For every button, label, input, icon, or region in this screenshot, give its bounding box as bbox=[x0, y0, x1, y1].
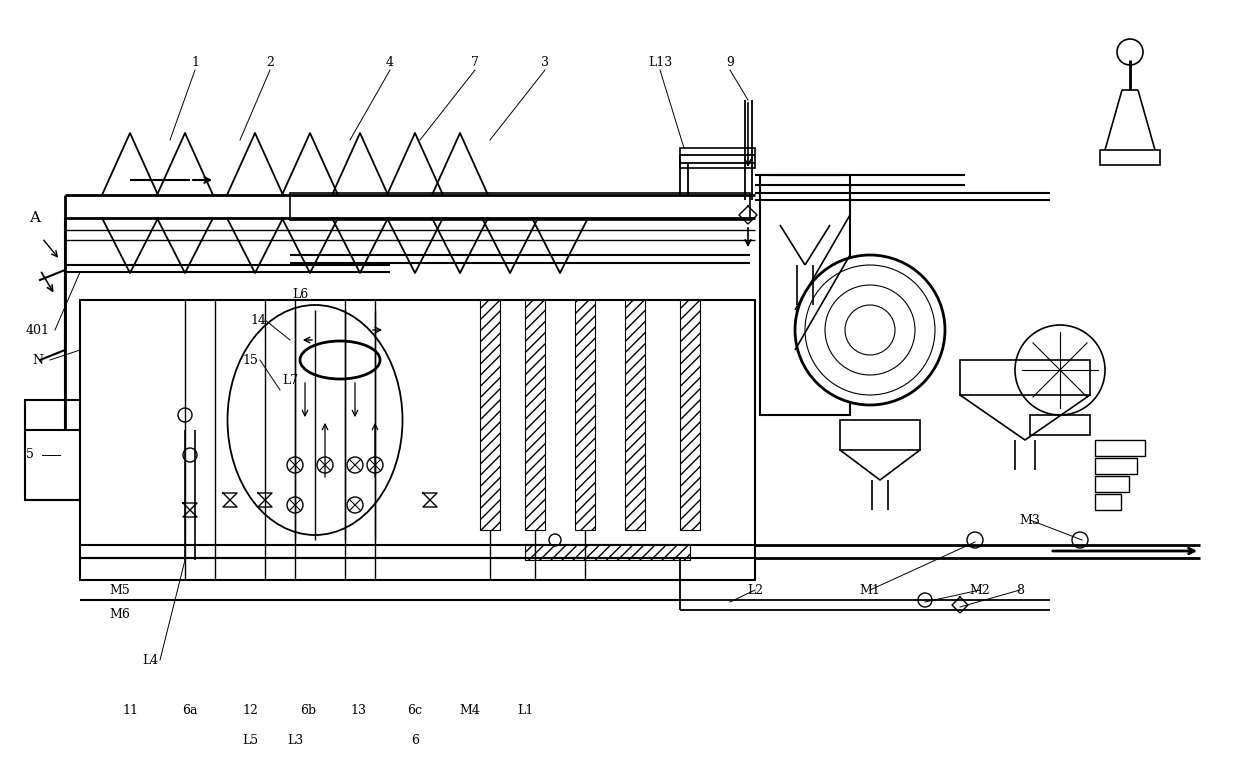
Circle shape bbox=[967, 532, 983, 548]
Bar bbox=[625, 300, 645, 530]
Bar bbox=[760, 175, 849, 415]
Bar bbox=[81, 300, 755, 580]
Circle shape bbox=[317, 457, 334, 473]
Text: M4: M4 bbox=[460, 703, 480, 716]
Text: M3: M3 bbox=[1019, 514, 1040, 526]
Bar bbox=[1095, 440, 1145, 456]
Text: L5: L5 bbox=[242, 734, 258, 746]
Bar bbox=[1095, 476, 1128, 492]
Bar bbox=[1095, 458, 1137, 474]
Circle shape bbox=[918, 593, 932, 607]
Text: A: A bbox=[30, 211, 41, 225]
Text: M1: M1 bbox=[859, 583, 880, 597]
Text: M6: M6 bbox=[109, 608, 130, 622]
Text: 5: 5 bbox=[26, 449, 33, 461]
Bar bbox=[839, 420, 920, 450]
Text: L13: L13 bbox=[647, 56, 672, 68]
Bar bbox=[480, 300, 500, 530]
Text: 11: 11 bbox=[122, 703, 138, 716]
Text: 6c: 6c bbox=[408, 703, 423, 716]
Bar bbox=[680, 300, 701, 530]
Ellipse shape bbox=[300, 341, 379, 379]
Text: L3: L3 bbox=[286, 734, 303, 746]
Bar bbox=[1030, 415, 1090, 435]
Circle shape bbox=[549, 534, 560, 546]
Text: 401: 401 bbox=[26, 323, 50, 337]
Bar bbox=[525, 300, 546, 530]
Text: M2: M2 bbox=[970, 583, 991, 597]
Text: 1: 1 bbox=[191, 56, 198, 68]
Text: M5: M5 bbox=[109, 583, 130, 597]
Circle shape bbox=[347, 457, 363, 473]
Text: 6a: 6a bbox=[182, 703, 197, 716]
Text: 7: 7 bbox=[471, 56, 479, 68]
Bar bbox=[525, 544, 689, 560]
Bar bbox=[960, 360, 1090, 395]
Text: 13: 13 bbox=[350, 703, 366, 716]
Text: 6: 6 bbox=[410, 734, 419, 746]
Circle shape bbox=[286, 457, 303, 473]
Text: 3: 3 bbox=[541, 56, 549, 68]
Bar bbox=[1095, 494, 1121, 510]
Text: 9: 9 bbox=[727, 56, 734, 68]
Text: 2: 2 bbox=[267, 56, 274, 68]
Text: L4: L4 bbox=[141, 654, 159, 666]
Circle shape bbox=[347, 497, 363, 513]
Bar bbox=[290, 193, 750, 220]
Circle shape bbox=[1073, 532, 1087, 548]
Text: 14: 14 bbox=[250, 313, 267, 327]
Text: L1: L1 bbox=[517, 703, 533, 716]
Circle shape bbox=[367, 457, 383, 473]
Bar bbox=[575, 300, 595, 530]
Circle shape bbox=[1016, 325, 1105, 415]
Circle shape bbox=[179, 408, 192, 422]
Circle shape bbox=[795, 255, 945, 405]
Circle shape bbox=[1117, 39, 1143, 65]
Text: L7: L7 bbox=[281, 373, 298, 387]
Text: 6b: 6b bbox=[300, 703, 316, 716]
Text: 4: 4 bbox=[386, 56, 394, 68]
Bar bbox=[1100, 150, 1159, 165]
Text: L2: L2 bbox=[746, 583, 763, 597]
Bar bbox=[680, 148, 755, 168]
Text: 15: 15 bbox=[242, 353, 258, 366]
Circle shape bbox=[286, 497, 303, 513]
Bar bbox=[25, 400, 81, 500]
Circle shape bbox=[184, 448, 197, 462]
Text: 12: 12 bbox=[242, 703, 258, 716]
Text: 8: 8 bbox=[1016, 583, 1024, 597]
Text: L6: L6 bbox=[291, 288, 308, 301]
Text: N: N bbox=[32, 353, 43, 366]
